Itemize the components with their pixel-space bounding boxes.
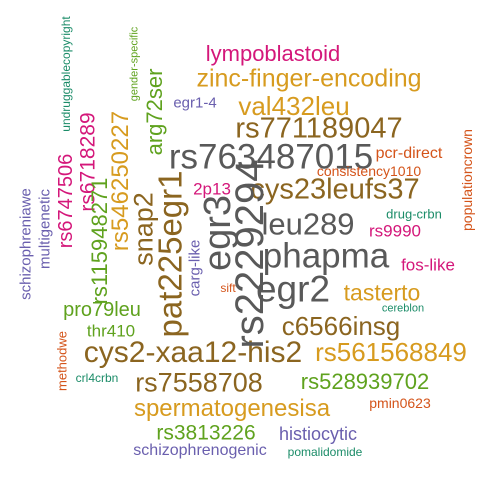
word-fos-like: fos-like <box>401 255 455 275</box>
word-undruggablecopyright: undruggablecopyright <box>59 16 73 132</box>
word-thr410: thr410 <box>86 321 136 341</box>
word-c6566insg: c6566insg <box>281 311 401 341</box>
word-populationcrown: populationcrown <box>459 129 475 231</box>
word-phapma: phapma <box>262 236 390 276</box>
word-rs9990: rs9990 <box>369 221 421 241</box>
word-histiocytic: histiocytic <box>278 424 358 444</box>
word-lympoblastoid: lympoblastoid <box>205 41 341 66</box>
word-cereblon: cereblon <box>381 302 425 315</box>
word-rs771189047: rs771189047 <box>235 112 403 145</box>
word-pcr-direct: pcr-direct <box>375 145 443 162</box>
word-drug-crbn: drug-crbn <box>386 206 442 222</box>
word-rs6747506: rs6747506 <box>55 153 77 249</box>
word-crl4crbn: crl4crbn <box>75 371 119 385</box>
word-cys2-xaa12-his2: cys2-xaa12-his2 <box>83 336 303 369</box>
word-2p13: 2p13 <box>193 179 231 199</box>
word-rs528939702: rs528939702 <box>300 369 430 394</box>
word-pomalidomide: pomalidomide <box>287 445 363 459</box>
word-rs561568849: rs561568849 <box>315 337 467 367</box>
word-egr1-4: egr1-4 <box>173 94 217 112</box>
word-tasterto: tasterto <box>343 279 421 306</box>
word-val432leu: val432leu <box>238 91 350 121</box>
word-arg72ser: arg72ser <box>142 68 167 156</box>
word-rs115948271: rs115948271 <box>87 177 112 305</box>
word-pmin0623: pmin0623 <box>369 395 431 411</box>
word-rs7558708: rs7558708 <box>135 367 263 398</box>
word-rs763487015: rs763487015 <box>168 137 374 177</box>
word-sift: sift <box>220 281 236 295</box>
word-methodwe: methodwe <box>54 331 70 391</box>
word-zinc-finger-encoding: zinc-finger-encoding <box>196 64 422 93</box>
word-multigenetic: multigenetic <box>36 188 54 270</box>
word-spermatogenesisa: spermatogenesisa <box>133 395 331 422</box>
word-cys23leufs37: cys23leufs37 <box>250 173 420 206</box>
word-schizophrenogenic: schizophrenogenic <box>133 442 267 459</box>
word-rs2229294: rs2229294 <box>228 159 272 349</box>
word-egr2: egr2 <box>255 268 331 310</box>
word-gender-specific: gender-specific <box>128 26 141 102</box>
word-leu289: leu289 <box>261 206 355 242</box>
word-schizophreniawe: schizophreniawe <box>17 188 35 300</box>
word-consistency1010: consistency1010 <box>316 163 422 179</box>
word-pro79leu: pro79leu <box>63 299 141 321</box>
word-pat225egr1: pat225egr1 <box>151 170 189 338</box>
word-rs3813226: rs3813226 <box>156 421 256 445</box>
